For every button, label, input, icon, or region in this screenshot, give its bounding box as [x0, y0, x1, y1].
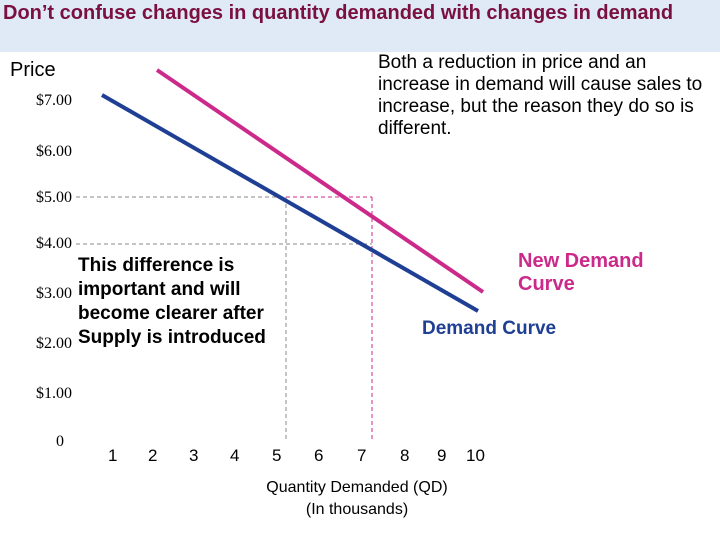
x-tick-label: 3: [189, 446, 198, 465]
demand-curve-line: [101, 93, 479, 313]
x-tick-label: 9: [437, 446, 446, 465]
x-tick-label: 1: [108, 446, 117, 465]
x-tick-label: 4: [230, 446, 239, 465]
new-demand-curve-label-text: New Demand: [518, 250, 644, 272]
y-tick-label: $2.00: [36, 335, 72, 352]
y-axis-label: Price: [10, 59, 56, 81]
x-tick-label: 8: [400, 446, 409, 465]
x-axis-label: Quantity Demanded (QD): [266, 479, 447, 496]
x-tick-label: 7: [357, 446, 366, 465]
y-tick-label: $4.00: [36, 235, 72, 252]
y-tick-label: $6.00: [36, 143, 72, 160]
y-tick-label: $1.00: [36, 385, 72, 402]
middle-left-annotation: This difference is important and will be…: [78, 255, 266, 348]
new-demand-curve-line: [155, 68, 485, 294]
y-tick-label: $7.00: [36, 92, 72, 109]
x-axis-sublabel: (In thousands): [306, 501, 408, 518]
x-tick-label: 5: [272, 446, 281, 465]
top-right-annotation: Both a reduction in price and an increas…: [378, 52, 702, 139]
x-tick-label: 2: [148, 446, 157, 465]
y-tick-label: $3.00: [36, 285, 72, 302]
y-tick-label: 0: [56, 433, 64, 450]
y-tick-label: $5.00: [36, 189, 72, 206]
title-bar: [0, 0, 720, 52]
new-demand-curve-label: New Demand Curve: [518, 250, 649, 295]
demand-curve-label: Demand Curve: [422, 318, 556, 339]
slide-title: Don’t confuse changes in quantity demand…: [3, 2, 674, 24]
x-tick-label: 6: [314, 446, 323, 465]
new-demand-curve-label-text-line2: Curve: [518, 273, 575, 295]
x-tick-label: 10: [466, 446, 485, 465]
